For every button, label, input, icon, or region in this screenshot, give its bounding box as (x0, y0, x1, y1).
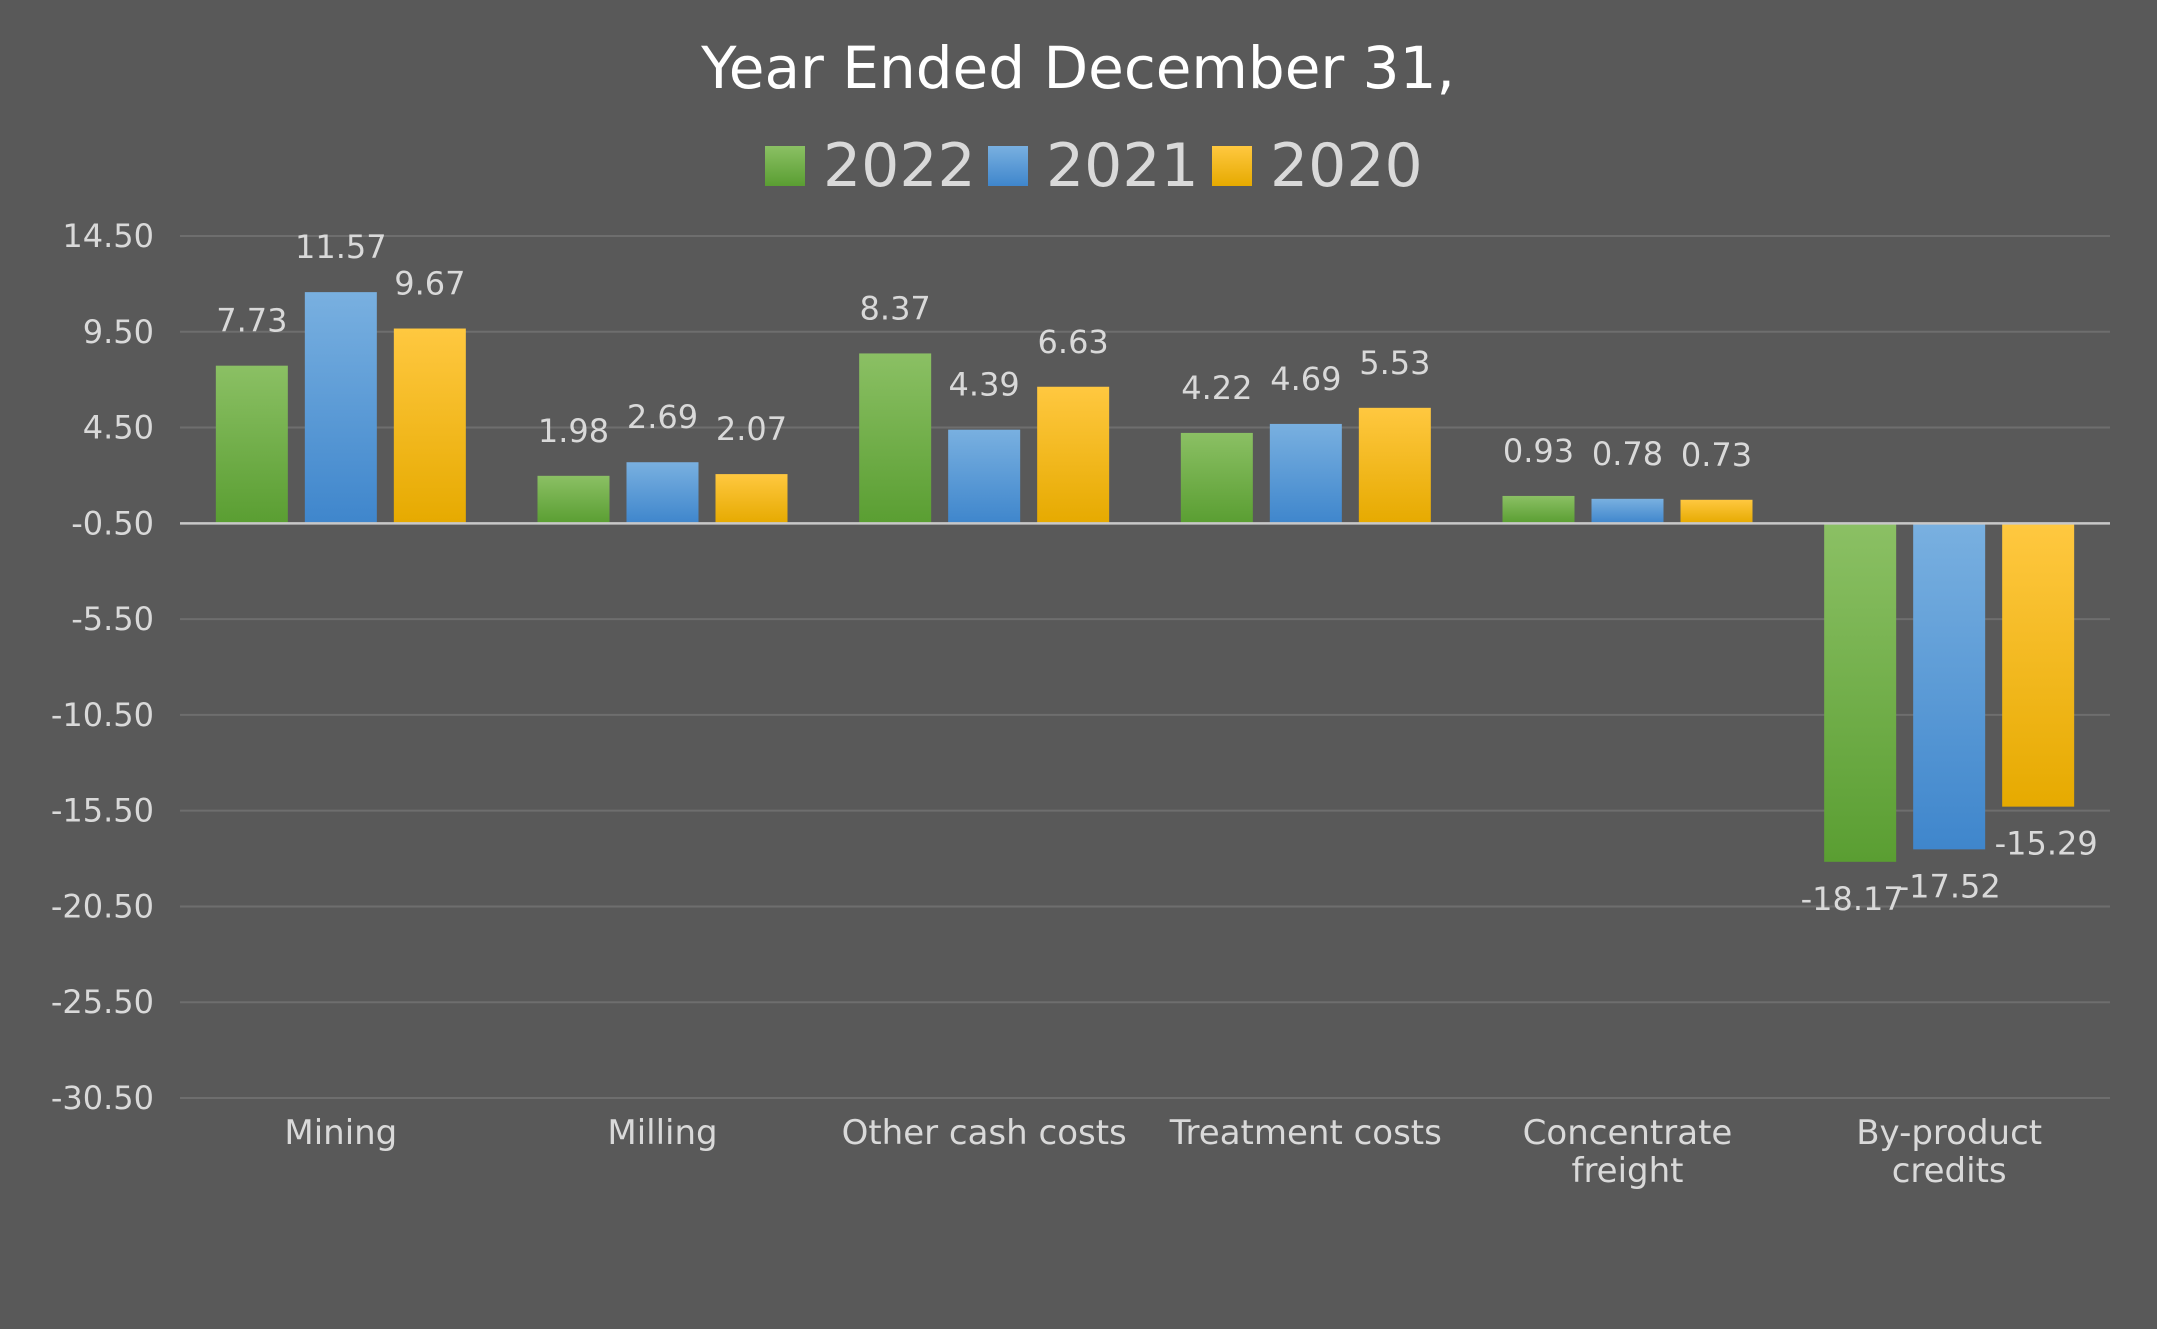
data-label-by-product-credits-2022: -18.17 (1801, 880, 1904, 918)
bar-by-product-credits-2022 (1824, 523, 1897, 862)
x-category-label: Treatment costs (1169, 1113, 1442, 1153)
x-category-label: Other cash costs (842, 1113, 1127, 1153)
legend-swatch-2021 (988, 146, 1028, 186)
data-label-by-product-credits-2021: -17.52 (1898, 867, 2001, 905)
data-label-other-cash-costs-2020: 6.63 (1038, 323, 1109, 361)
data-label-by-product-credits-2020: -15.29 (1995, 825, 2098, 863)
x-axis: Mining Milling Other cash costs Treatment c… (284, 1113, 2042, 1191)
bar-concentrate-freight-2020 (1680, 499, 1753, 524)
y-tick-label: -25.50 (51, 983, 154, 1021)
bar-treatment-costs-2022 (1180, 432, 1253, 524)
data-label-other-cash-costs-2021: 4.39 (949, 366, 1020, 404)
y-tick-label: -10.50 (51, 696, 154, 734)
bar-other-cash-costs-2022 (859, 353, 932, 524)
chart-title: Year Ended December 31, (700, 34, 1455, 102)
bar-mining-2021 (304, 292, 377, 524)
bar-mining-2022 (215, 365, 288, 524)
gridlines (180, 235, 2110, 1099)
data-label-concentrate-freight-2022: 0.93 (1503, 432, 1574, 470)
y-tick-label: -15.50 (51, 792, 154, 830)
bar-concentrate-freight-2022 (1502, 495, 1575, 524)
bar-milling-2022 (537, 475, 610, 524)
y-axis: 14.50 9.50 4.50 -0.50 -5.50 -10.50 -15.50 -20.5… (51, 217, 154, 1117)
bar-other-cash-costs-2020 (1037, 386, 1110, 524)
y-tick-label: -0.50 (71, 504, 154, 542)
bar-by-product-credits-2020 (2002, 523, 2075, 807)
bar-treatment-costs-2021 (1269, 423, 1342, 524)
data-label-other-cash-costs-2022: 8.37 (860, 289, 931, 327)
data-label-treatment-costs-2022: 4.22 (1181, 369, 1252, 407)
data-label-concentrate-freight-2020: 0.73 (1681, 436, 1752, 474)
y-tick-label: -30.50 (51, 1079, 154, 1117)
data-label-milling-2022: 1.98 (538, 412, 609, 450)
x-category-label: Mining (284, 1113, 397, 1153)
data-label-concentrate-freight-2021: 0.78 (1592, 435, 1663, 473)
legend-label-2021: 2021 (1046, 131, 1199, 201)
legend-label-2020: 2020 (1270, 131, 1423, 201)
legend-swatch-2020 (1212, 146, 1252, 186)
bar-other-cash-costs-2021 (948, 429, 1021, 524)
y-tick-label: 4.50 (83, 409, 154, 447)
legend-label-2022: 2022 (823, 131, 976, 201)
bars (215, 292, 2075, 862)
data-label-milling-2020: 2.07 (716, 410, 787, 448)
data-label-mining-2022: 7.73 (216, 302, 287, 340)
y-tick-label: 9.50 (83, 313, 154, 351)
bar-by-product-credits-2021 (1913, 523, 1986, 850)
x-category-label: Milling (607, 1113, 717, 1153)
bar-milling-2021 (626, 462, 699, 524)
bar-milling-2020 (715, 474, 788, 524)
y-tick-label: -20.50 (51, 887, 154, 925)
legend: 2022 2021 2020 (765, 131, 1423, 201)
bar-mining-2020 (393, 328, 466, 524)
data-label-treatment-costs-2020: 5.53 (1359, 344, 1430, 382)
data-label-mining-2020: 9.67 (394, 265, 465, 303)
bar-treatment-costs-2020 (1358, 407, 1431, 524)
data-label-mining-2021: 11.57 (295, 228, 387, 266)
x-category-label: Concentrate freight (1523, 1113, 1733, 1191)
legend-swatch-2022 (765, 146, 805, 186)
x-category-label: By-product credits (1856, 1113, 2042, 1191)
bar-concentrate-freight-2021 (1591, 498, 1664, 524)
y-tick-label: 14.50 (62, 217, 154, 255)
data-label-milling-2021: 2.69 (627, 398, 698, 436)
y-tick-label: -5.50 (71, 600, 154, 638)
data-label-treatment-costs-2021: 4.69 (1270, 360, 1341, 398)
